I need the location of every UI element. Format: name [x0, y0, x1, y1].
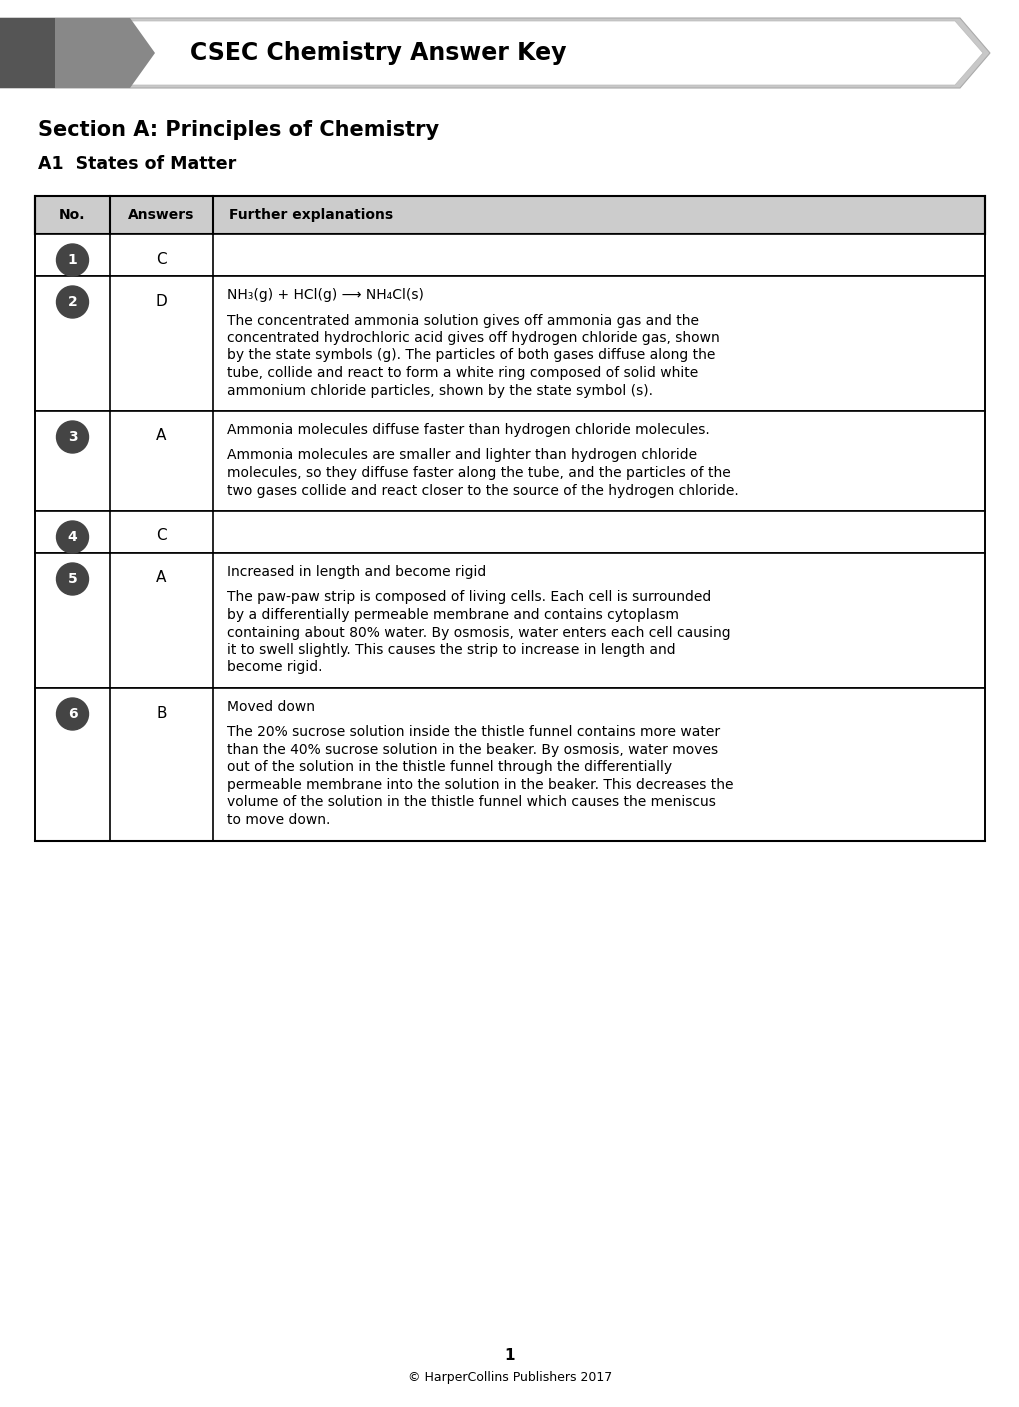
Text: to move down.: to move down. — [227, 813, 330, 827]
Text: A1  States of Matter: A1 States of Matter — [38, 155, 236, 173]
Text: Increased in length and become rigid: Increased in length and become rigid — [227, 566, 486, 580]
Text: molecules, so they diffuse faster along the tube, and the particles of the: molecules, so they diffuse faster along … — [227, 466, 730, 480]
Text: Answers: Answers — [128, 208, 195, 222]
Polygon shape — [129, 21, 982, 84]
Bar — [35, 553, 984, 688]
Text: Moved down: Moved down — [227, 701, 315, 713]
Text: D: D — [156, 294, 167, 308]
Text: become rigid.: become rigid. — [227, 660, 322, 674]
Text: 1: 1 — [504, 1348, 515, 1362]
Text: permeable membrane into the solution in the beaker. This decreases the: permeable membrane into the solution in … — [227, 778, 733, 792]
Text: Ammonia molecules diffuse faster than hydrogen chloride molecules.: Ammonia molecules diffuse faster than hy… — [227, 424, 709, 438]
Text: © HarperCollins Publishers 2017: © HarperCollins Publishers 2017 — [408, 1370, 611, 1383]
Text: concentrated hydrochloric acid gives off hydrogen chloride gas, shown: concentrated hydrochloric acid gives off… — [227, 331, 719, 345]
Text: by a differentially permeable membrane and contains cytoplasm: by a differentially permeable membrane a… — [227, 608, 679, 622]
Circle shape — [56, 698, 89, 730]
Text: 1: 1 — [67, 253, 77, 267]
Text: A: A — [156, 570, 166, 585]
Text: volume of the solution in the thistle funnel which causes the meniscus: volume of the solution in the thistle fu… — [227, 795, 715, 809]
Text: 6: 6 — [67, 706, 77, 720]
Bar — [35, 276, 984, 411]
Text: Ammonia molecules are smaller and lighter than hydrogen chloride: Ammonia molecules are smaller and lighte… — [227, 449, 696, 463]
Text: it to swell slightly. This causes the strip to increase in length and: it to swell slightly. This causes the st… — [227, 643, 675, 657]
Text: The 20% sucrose solution inside the thistle funnel contains more water: The 20% sucrose solution inside the this… — [227, 726, 719, 740]
Text: out of the solution in the thistle funnel through the differentially: out of the solution in the thistle funne… — [227, 761, 672, 774]
Polygon shape — [55, 18, 155, 89]
Text: 4: 4 — [67, 530, 77, 545]
Circle shape — [56, 286, 89, 318]
Text: Further explanations: Further explanations — [229, 208, 392, 222]
Text: 3: 3 — [67, 431, 77, 445]
Text: C: C — [156, 529, 167, 543]
Bar — [35, 511, 984, 553]
Text: ammonium chloride particles, shown by the state symbol (s).: ammonium chloride particles, shown by th… — [227, 384, 652, 398]
Polygon shape — [0, 18, 989, 89]
Text: 5: 5 — [67, 573, 77, 585]
Text: 2: 2 — [67, 295, 77, 310]
Text: The concentrated ammonia solution gives off ammonia gas and the: The concentrated ammonia solution gives … — [227, 314, 698, 328]
Circle shape — [56, 521, 89, 553]
Bar — [35, 196, 984, 234]
Text: A: A — [156, 429, 166, 443]
Text: tube, collide and react to form a white ring composed of solid white: tube, collide and react to form a white … — [227, 366, 698, 380]
Polygon shape — [0, 18, 85, 89]
Text: Section A: Principles of Chemistry: Section A: Principles of Chemistry — [38, 120, 439, 141]
Text: than the 40% sucrose solution in the beaker. By osmosis, water moves: than the 40% sucrose solution in the bea… — [227, 743, 717, 757]
Circle shape — [56, 243, 89, 276]
Text: containing about 80% water. By osmosis, water enters each cell causing: containing about 80% water. By osmosis, … — [227, 626, 730, 640]
Text: The paw-paw strip is composed of living cells. Each cell is surrounded: The paw-paw strip is composed of living … — [227, 591, 710, 605]
Text: No.: No. — [59, 208, 86, 222]
Text: CSEC Chemistry Answer Key: CSEC Chemistry Answer Key — [190, 41, 566, 65]
Circle shape — [56, 563, 89, 595]
Bar — [35, 411, 984, 511]
Bar — [35, 234, 984, 276]
Text: C: C — [156, 252, 167, 266]
Text: two gases collide and react closer to the source of the hydrogen chloride.: two gases collide and react closer to th… — [227, 484, 738, 498]
Text: by the state symbols (g). The particles of both gases diffuse along the: by the state symbols (g). The particles … — [227, 349, 714, 363]
Text: NH₃(g) + HCl(g) ⟶ NH₄Cl(s): NH₃(g) + HCl(g) ⟶ NH₄Cl(s) — [227, 288, 424, 303]
Bar — [35, 688, 984, 840]
Circle shape — [56, 421, 89, 453]
Text: B: B — [156, 705, 166, 720]
